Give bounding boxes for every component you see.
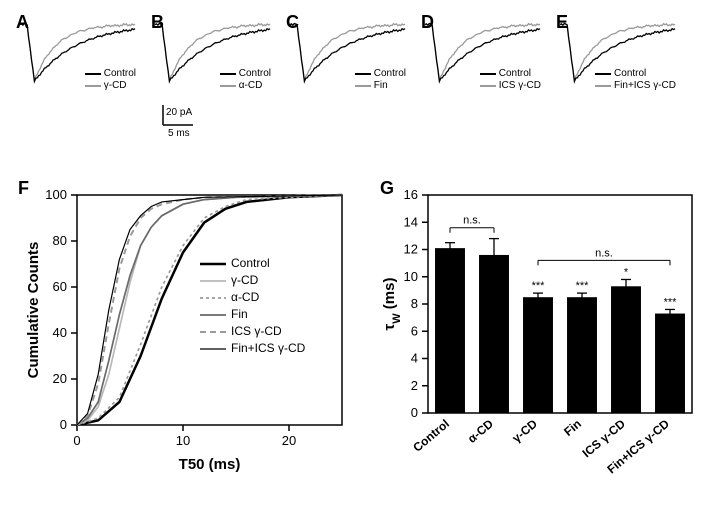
svg-text:2: 2 [411,378,418,393]
panel-label-b: B [151,12,164,33]
legend-item: γ-CD [200,272,305,289]
panel-label-c: C [286,12,299,33]
figure-root: A Control γ-CD B Control α-CD C Control … [10,10,695,514]
svg-text:Cumulative Counts: Cumulative Counts [25,242,42,379]
panel-f-legend: Controlγ-CDα-CDFinICS γ-CDFin+ICS γ-CD [200,255,305,357]
svg-text:n.s.: n.s. [595,247,613,259]
panel-g: 0246810121416Controlα-CD***γ-CD***Fin*IC… [380,185,700,505]
legend-item: Control [200,255,305,272]
svg-text:60: 60 [53,279,67,294]
svg-text:12: 12 [404,242,418,257]
svg-text:T50 (ms): T50 (ms) [179,456,241,473]
svg-text:*: * [624,266,629,278]
trace-legend: Control ICS γ-CD [480,68,541,92]
trace-panel-e: E Control Fin+ICS γ-CD [558,18,678,113]
legend-item: Fin [200,306,305,323]
scalebar-v: 20 pA [166,107,192,118]
svg-text:0: 0 [60,417,67,432]
legend-item: α-CD [200,289,305,306]
trace-panel-c: C Control Fin [288,18,408,113]
svg-text:10: 10 [404,269,418,284]
svg-text:α-CD: α-CD [465,416,496,445]
trace-legend: Control γ-CD [85,68,136,92]
panel-label-e: E [556,12,568,33]
svg-text:0: 0 [73,433,80,448]
trace-legend: Control α-CD [220,68,271,92]
trace-panel-d: D Control ICS γ-CD [423,18,543,113]
svg-text:20: 20 [282,433,296,448]
svg-text:4: 4 [411,351,418,366]
trace-legend: Control Fin [355,68,406,92]
svg-text:Control: Control [410,417,452,455]
scalebar-h: 5 ms [168,128,190,139]
svg-text:***: *** [532,280,546,292]
svg-text:τW (ms): τW (ms) [381,278,403,331]
svg-text:100: 100 [45,187,67,202]
trace-panel-a: A Control γ-CD [18,18,138,113]
panel-label-a: A [16,12,29,33]
legend-item: ICS γ-CD [200,323,305,340]
trace-panel-b: B Control α-CD [153,18,273,113]
svg-text:40: 40 [53,325,67,340]
scale-bar: 20 pA 5 ms [158,105,208,143]
svg-text:80: 80 [53,233,67,248]
svg-text:10: 10 [176,433,190,448]
legend-item: Fin+ICS γ-CD [200,340,305,357]
svg-text:16: 16 [404,187,418,202]
svg-text:n.s.: n.s. [463,215,481,227]
svg-text:0: 0 [411,405,418,420]
svg-text:Fin: Fin [561,417,584,439]
svg-text:***: *** [664,296,678,308]
svg-text:20: 20 [53,371,67,386]
svg-text:***: *** [576,280,590,292]
svg-text:14: 14 [404,214,418,229]
svg-text:6: 6 [411,323,418,338]
svg-text:8: 8 [411,296,418,311]
trace-legend: Control Fin+ICS γ-CD [595,68,676,92]
panel-label-d: D [421,12,434,33]
svg-text:γ-CD: γ-CD [509,416,540,445]
